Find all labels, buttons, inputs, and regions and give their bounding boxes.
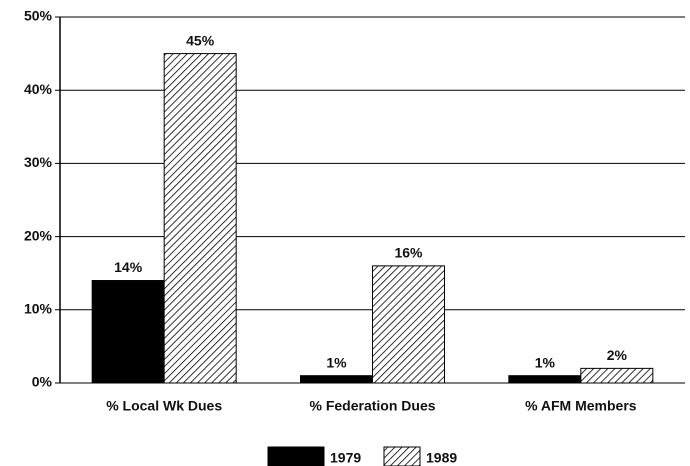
legend-label: 1979	[330, 450, 361, 466]
value-label: 14%	[114, 259, 143, 275]
y-tick-label: 30%	[24, 154, 53, 170]
legend-swatch	[267, 446, 325, 466]
value-label: 1%	[326, 354, 347, 370]
bar	[508, 375, 582, 384]
bar	[91, 280, 165, 384]
y-tick-label: 10%	[24, 301, 53, 317]
y-tick-label: 40%	[24, 81, 53, 97]
value-label: 45%	[186, 32, 215, 48]
y-tick-label: 0%	[32, 374, 53, 390]
value-label: 1%	[535, 354, 556, 370]
value-label: 2%	[607, 347, 628, 363]
bar	[163, 53, 237, 384]
x-tick-label: % AFM Members	[525, 398, 637, 414]
value-label: 16%	[394, 245, 423, 261]
bar	[300, 375, 373, 384]
x-tick-label: % Local Wk Dues	[106, 398, 222, 414]
bar	[580, 367, 654, 384]
legend-label: 1989	[426, 450, 457, 466]
bar	[372, 265, 445, 384]
legend-swatch	[383, 446, 421, 466]
y-tick-label: 20%	[24, 227, 53, 243]
x-tick-label: % Federation Dues	[309, 398, 435, 414]
y-tick-label: 50%	[24, 8, 53, 24]
